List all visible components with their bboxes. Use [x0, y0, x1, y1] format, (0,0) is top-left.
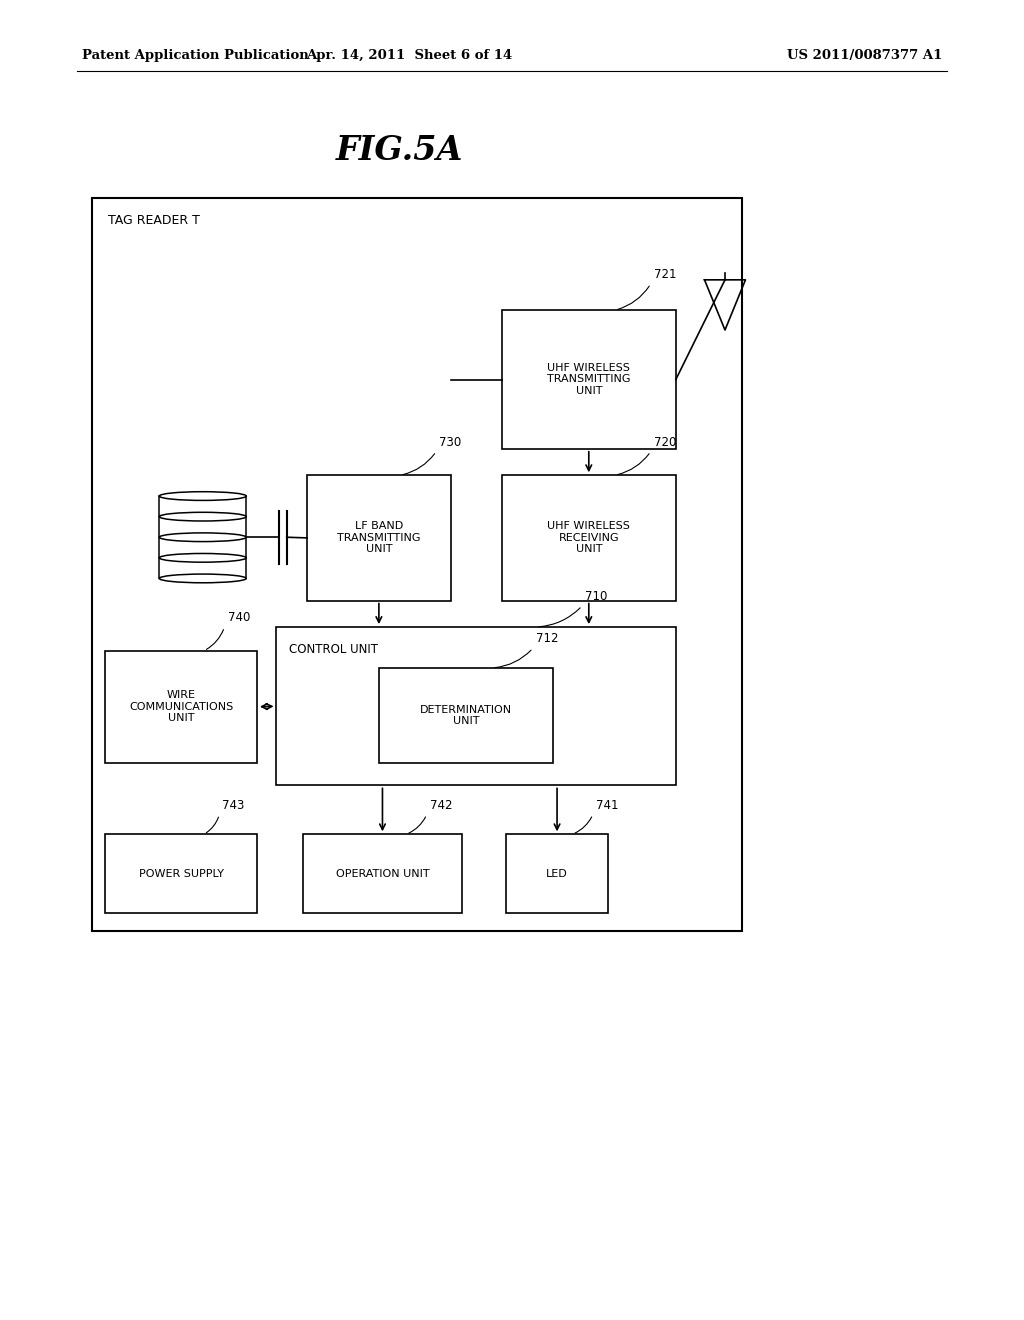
- Text: UHF WIRELESS
TRANSMITTING
UNIT: UHF WIRELESS TRANSMITTING UNIT: [547, 363, 631, 396]
- Text: 743: 743: [222, 799, 245, 812]
- Text: Patent Application Publication: Patent Application Publication: [82, 49, 308, 62]
- Text: 730: 730: [439, 436, 462, 449]
- Text: 742: 742: [430, 799, 453, 812]
- Text: 740: 740: [227, 611, 250, 624]
- Ellipse shape: [160, 574, 247, 583]
- Bar: [105, 651, 257, 763]
- Text: LF BAND
TRANSMITTING
UNIT: LF BAND TRANSMITTING UNIT: [337, 521, 421, 554]
- Ellipse shape: [160, 512, 247, 521]
- Text: UHF WIRELESS
RECEIVING
UNIT: UHF WIRELESS RECEIVING UNIT: [548, 521, 630, 554]
- Bar: [92, 198, 742, 931]
- Text: DETERMINATION
UNIT: DETERMINATION UNIT: [420, 705, 512, 726]
- Bar: [502, 310, 676, 449]
- Bar: [303, 834, 462, 913]
- Bar: [307, 475, 451, 601]
- Text: US 2011/0087377 A1: US 2011/0087377 A1: [786, 49, 942, 62]
- Ellipse shape: [160, 553, 247, 562]
- Ellipse shape: [160, 533, 247, 541]
- Text: 720: 720: [654, 436, 676, 449]
- Bar: [502, 475, 676, 601]
- Text: CONTROL UNIT: CONTROL UNIT: [289, 643, 378, 656]
- Bar: [105, 834, 257, 913]
- Text: OPERATION UNIT: OPERATION UNIT: [336, 869, 429, 879]
- Text: LED: LED: [546, 869, 568, 879]
- Text: POWER SUPPLY: POWER SUPPLY: [138, 869, 224, 879]
- Text: 712: 712: [537, 632, 558, 645]
- Bar: [379, 668, 553, 763]
- Text: Apr. 14, 2011  Sheet 6 of 14: Apr. 14, 2011 Sheet 6 of 14: [306, 49, 513, 62]
- Text: 741: 741: [596, 799, 618, 812]
- Text: TAG READER T: TAG READER T: [108, 214, 200, 227]
- Bar: [276, 627, 676, 785]
- Ellipse shape: [160, 492, 247, 500]
- Text: WIRE
COMMUNICATIONS
UNIT: WIRE COMMUNICATIONS UNIT: [129, 690, 233, 723]
- Bar: [506, 834, 608, 913]
- Text: 721: 721: [654, 268, 676, 281]
- Text: FIG.5A: FIG.5A: [336, 135, 463, 168]
- Text: 710: 710: [586, 590, 607, 603]
